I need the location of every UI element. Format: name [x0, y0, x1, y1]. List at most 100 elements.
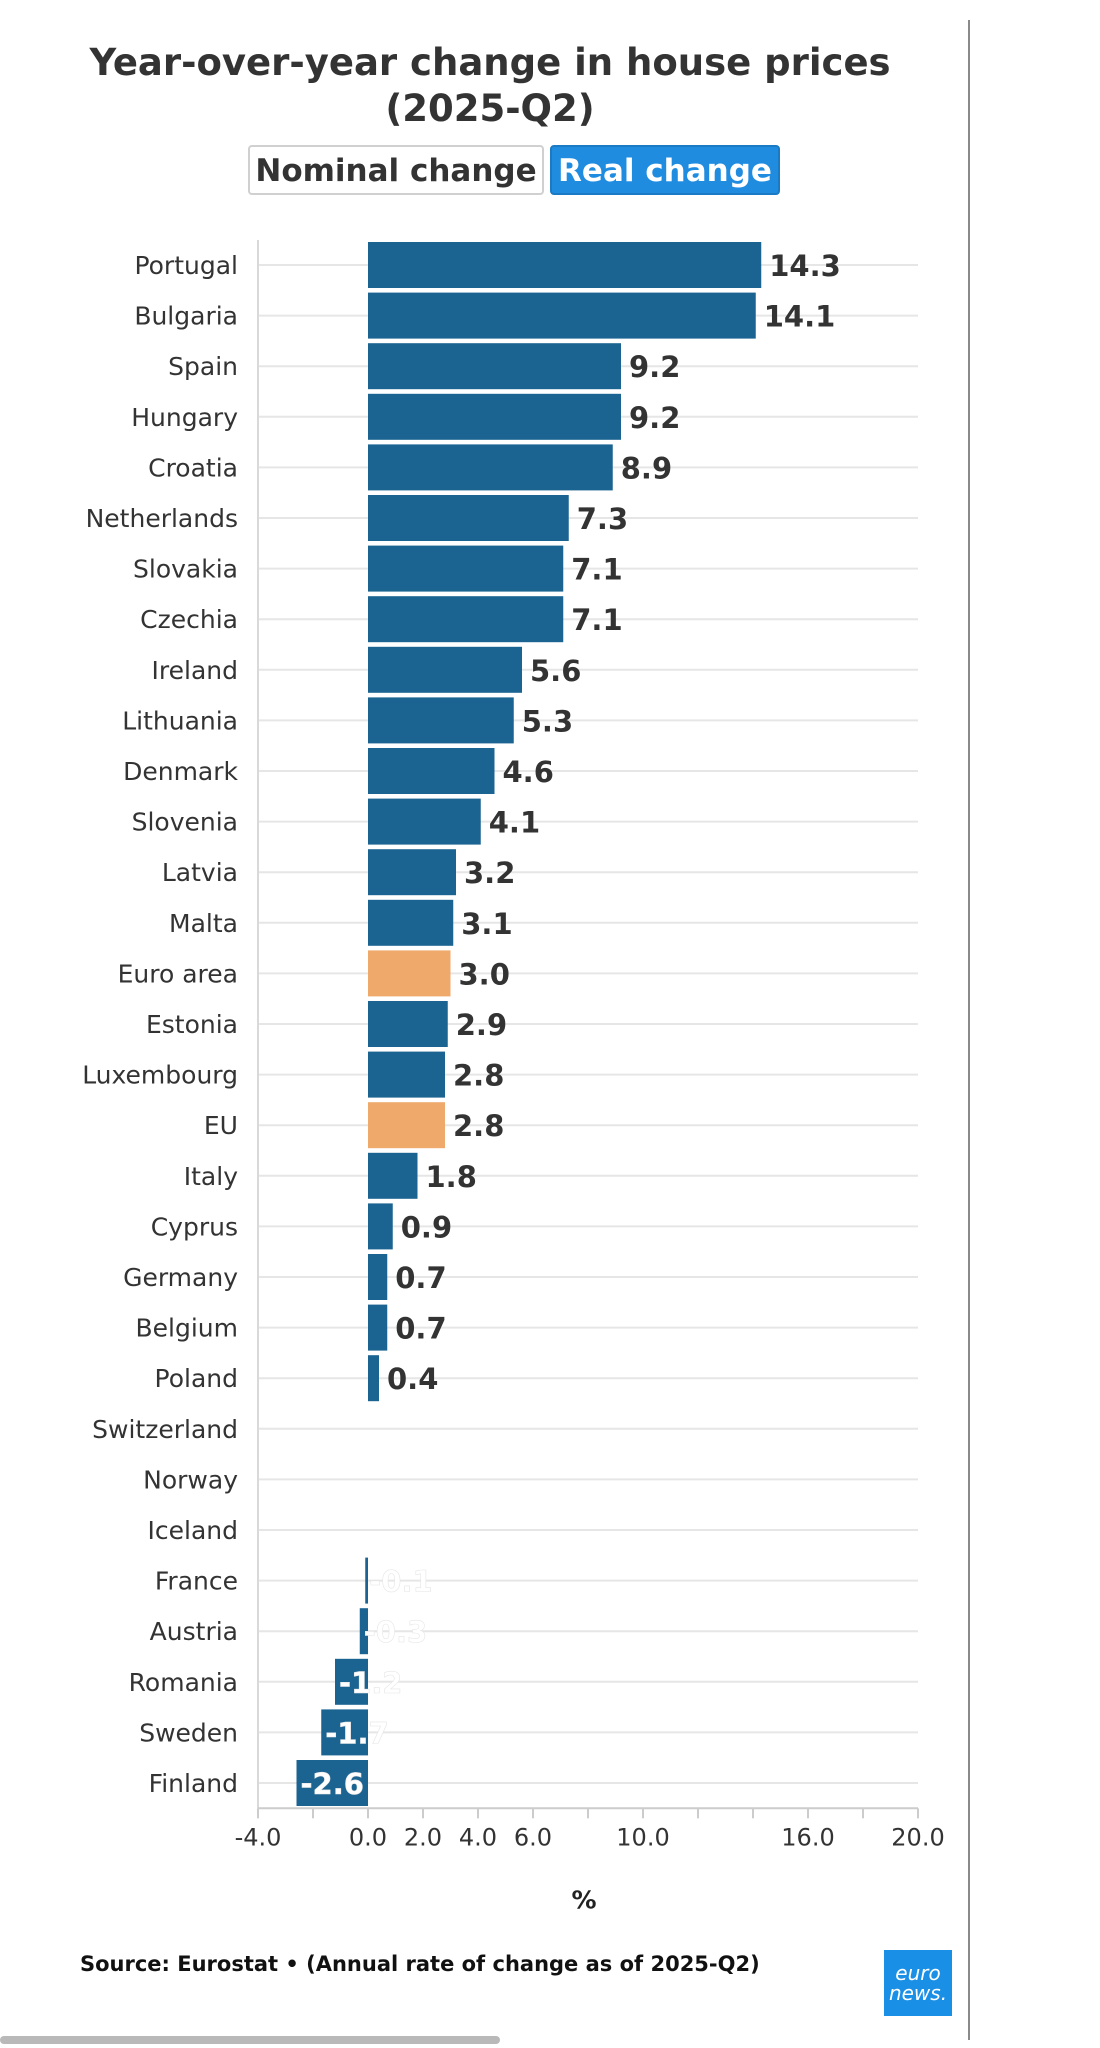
value-label: 2.9	[456, 1008, 507, 1042]
category-label: France	[155, 1567, 238, 1596]
x-tick-label: -4.0	[235, 1823, 282, 1851]
value-label: 14.1	[764, 300, 836, 334]
category-label: Portugal	[134, 251, 238, 280]
logo-text-line2: news.	[888, 1981, 948, 2005]
value-label: 7.1	[571, 553, 622, 587]
category-label: Romania	[129, 1668, 238, 1697]
value-label: 3.0	[459, 957, 510, 991]
bar	[368, 343, 621, 390]
value-label: -1.2	[339, 1666, 402, 1700]
euronews-logo[interactable]: euro news.	[884, 1950, 952, 2016]
bar	[368, 596, 564, 643]
bar	[368, 495, 569, 541]
category-label: Latvia	[162, 858, 238, 887]
bar	[359, 1608, 368, 1655]
category-label: Euro area	[118, 959, 238, 988]
category-label: Bulgaria	[134, 302, 238, 331]
value-label: 0.7	[395, 1261, 446, 1295]
value-label: 0.7	[395, 1312, 446, 1346]
value-label: 2.8	[453, 1109, 504, 1143]
x-tick-label: 20.0	[891, 1823, 944, 1851]
bar	[368, 292, 756, 339]
category-label: Sweden	[139, 1718, 238, 1747]
value-label: 0.9	[401, 1210, 452, 1244]
bar-chart: -4.0 0.0 2.0 4.0 6.0 10.0 16.0 20.0% Portugal 14.…	[82, 240, 945, 1914]
value-label: 9.2	[629, 350, 680, 384]
bar	[368, 899, 454, 946]
x-tick-label: 10.0	[616, 1823, 669, 1851]
category-label: Cyprus	[151, 1212, 238, 1241]
category-label: Netherlands	[86, 504, 238, 533]
chart-title: Year-over-year change in house prices (2…	[89, 41, 891, 130]
bar	[368, 242, 762, 288]
category-label: Estonia	[146, 1010, 238, 1039]
value-label: -2.6	[301, 1767, 364, 1801]
bar	[335, 1658, 368, 1705]
x-tick-label: 2.0	[404, 1823, 442, 1851]
value-label: 3.1	[461, 907, 512, 941]
bar	[368, 849, 456, 896]
value-label: 7.1	[571, 603, 622, 637]
value-label: 0.4	[387, 1362, 438, 1396]
category-label: Lithuania	[122, 706, 238, 735]
horizontal-scrollbar[interactable]	[0, 2036, 500, 2044]
bar	[368, 1001, 448, 1047]
category-label: Germany	[123, 1263, 238, 1292]
bar	[368, 1051, 445, 1098]
bar	[368, 1102, 445, 1149]
x-tick-label: 16.0	[781, 1823, 834, 1851]
category-label: Denmark	[123, 757, 238, 786]
real-change-button[interactable]: Real change	[550, 145, 780, 195]
bar	[368, 1355, 379, 1402]
value-label: 8.9	[621, 451, 672, 485]
category-label: Switzerland	[92, 1415, 238, 1444]
value-label: -0.3	[364, 1615, 427, 1649]
x-tick-label: 6.0	[514, 1823, 552, 1851]
category-label: Czechia	[140, 605, 238, 634]
bar	[365, 1557, 368, 1604]
value-label: -1.7	[325, 1716, 388, 1750]
value-label: 4.1	[489, 806, 540, 840]
bar	[368, 798, 481, 845]
bar	[368, 393, 621, 440]
bar	[368, 444, 613, 491]
category-label: Croatia	[148, 453, 238, 482]
x-axis-title: %	[571, 1885, 596, 1914]
bar	[368, 950, 451, 997]
bar	[321, 1709, 368, 1756]
bar	[368, 1152, 418, 1199]
value-label: 7.3	[577, 502, 628, 536]
bar	[368, 1304, 388, 1351]
category-label: Italy	[184, 1162, 238, 1191]
category-label: EU	[204, 1111, 238, 1140]
category-label: Austria	[150, 1617, 238, 1646]
value-label: 5.3	[522, 704, 573, 738]
x-tick-label: 0.0	[349, 1823, 387, 1851]
value-label: -0.1	[369, 1565, 432, 1599]
nominal-change-button[interactable]: Nominal change	[248, 145, 544, 195]
category-label: Finland	[149, 1769, 238, 1798]
category-label: Slovakia	[133, 555, 238, 584]
value-label: 1.8	[426, 1160, 477, 1194]
bar	[368, 748, 495, 794]
bar	[368, 545, 564, 592]
category-label: Norway	[143, 1465, 238, 1494]
value-label: 4.6	[503, 755, 554, 789]
bar	[296, 1760, 368, 1806]
bar	[368, 646, 522, 693]
bar	[368, 1254, 388, 1300]
value-label: 3.2	[464, 856, 515, 890]
category-label: Malta	[169, 909, 238, 938]
value-label: 5.6	[530, 654, 581, 688]
category-label: Slovenia	[132, 808, 238, 837]
bar	[368, 1203, 393, 1250]
value-label: 2.8	[453, 1059, 504, 1093]
logo-text-line1: euro	[895, 1961, 941, 1985]
value-label: 9.2	[629, 401, 680, 435]
category-label: Spain	[168, 352, 238, 381]
category-label: Hungary	[131, 403, 238, 432]
frame-divider	[968, 20, 970, 2040]
category-label: Poland	[155, 1364, 238, 1393]
category-label: Ireland	[152, 656, 238, 685]
value-label: 14.3	[769, 249, 841, 283]
